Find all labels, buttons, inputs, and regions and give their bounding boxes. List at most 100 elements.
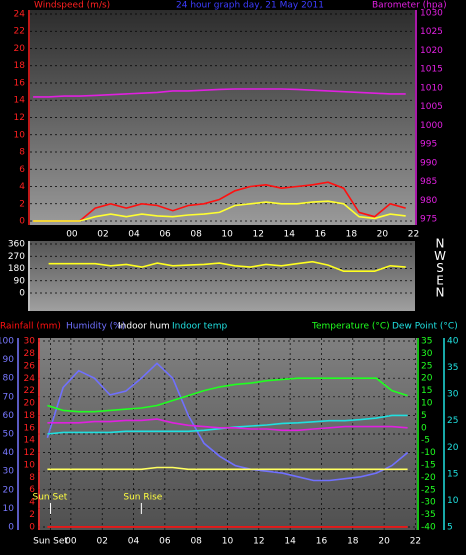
y-tick-label: N: [436, 286, 445, 300]
y-tick-label: 360: [8, 239, 25, 249]
y-tick-label: 14: [24, 436, 36, 446]
y-tick-label: 8: [19, 148, 25, 158]
y-tick-label: 35: [447, 363, 458, 373]
series-line: [46, 362, 409, 482]
y-tick-label: 1000: [420, 121, 443, 131]
series-line: [33, 88, 406, 98]
y-tick-label: 80: [3, 374, 15, 384]
y-tick-label: 26: [24, 361, 36, 371]
y-tick-label: 6: [19, 165, 25, 175]
series-line: [47, 418, 408, 432]
y-tick-label: 6: [29, 485, 35, 495]
series-line: [48, 260, 406, 272]
y-tick-label: -35: [421, 510, 436, 520]
x-tick-label: 14: [284, 230, 296, 240]
y-tick-label: 20: [24, 399, 36, 409]
y-tick-label: -5: [421, 436, 430, 446]
x-tick-label: 12: [253, 537, 264, 547]
y-tick-label: 0: [29, 522, 35, 532]
y-tick-label: 50: [3, 430, 15, 440]
x-tick-label: 18: [346, 230, 358, 240]
series-line: [33, 181, 406, 222]
y-tick-label: -15: [421, 461, 436, 471]
x-tick-label: 10: [222, 537, 234, 547]
legend-label: Indoor hum: [118, 322, 170, 332]
y-tick-label: 35: [421, 336, 432, 346]
y-tick-label: 28: [24, 349, 36, 359]
y-tick-label: 100: [0, 336, 14, 346]
y-tick-label: 12: [24, 448, 35, 458]
y-tick-label: -10: [421, 448, 436, 458]
x-tick-label: 00: [65, 537, 77, 547]
x-tick-label: 04: [128, 230, 140, 240]
y-tick-label: E: [436, 273, 444, 287]
y-tick-label: 20: [421, 374, 433, 384]
y-tick-label: 30: [24, 337, 36, 347]
x-tick-label: 20: [378, 537, 390, 547]
y-tick-label: 18: [24, 411, 36, 421]
y-tick-label: 30: [3, 467, 15, 477]
y-tick-label: 60: [3, 411, 15, 421]
x-tick-label: 18: [347, 537, 359, 547]
y-tick-label: 1025: [420, 27, 443, 37]
series-line: [47, 466, 408, 471]
y-tick-label: 30: [421, 349, 433, 359]
y-tick-label: 990: [420, 158, 437, 168]
x-tick-label: 20: [377, 230, 389, 240]
legend-label: Humidity (%): [66, 322, 125, 332]
series-line: [47, 377, 408, 413]
y-tick-label: 20: [447, 443, 459, 453]
y-tick-label: 40: [447, 336, 459, 346]
x-tick-label: 06: [159, 230, 171, 240]
plot-bg: [30, 10, 415, 225]
y-tick-label: W: [434, 249, 446, 263]
series-line: [33, 200, 406, 222]
annotation: Sun Rise: [123, 493, 162, 503]
y-tick-label: 15: [447, 469, 458, 479]
x-tick-label: 22: [410, 537, 421, 547]
y-tick-label: 1005: [420, 102, 443, 112]
y-tick-label: 0: [19, 289, 25, 299]
y-tick-label: 270: [8, 252, 25, 262]
y-tick-label: 4: [29, 498, 35, 508]
y-tick-label: -20: [421, 473, 436, 483]
y-tick-label: 5: [421, 411, 427, 421]
x-tick-label: 16: [315, 230, 327, 240]
y-tick-label: 1015: [420, 65, 443, 75]
y-tick-label: 15: [421, 386, 432, 396]
chart-title: 24 hour graph day, 21 May 2011: [176, 1, 324, 11]
y-tick-label: 975: [420, 215, 437, 225]
y-tick-label: 20: [3, 485, 15, 495]
y-tick-label: 10: [24, 460, 36, 470]
x-tick-label: Sun Set: [33, 537, 68, 547]
x-tick-label: 04: [128, 537, 140, 547]
x-tick-label: 08: [190, 537, 202, 547]
y2-axis-title: Barometer (hpa): [372, 1, 447, 11]
y-tick-label: 2: [19, 199, 25, 209]
x-tick-label: 06: [159, 537, 171, 547]
y-axis-title: Windspeed (m/s): [34, 1, 110, 11]
y-tick-label: 24: [14, 9, 26, 19]
x-tick-label: 12: [252, 230, 263, 240]
x-tick-label: 08: [190, 230, 202, 240]
y-tick-label: 70: [3, 392, 15, 402]
y-tick-label: 16: [24, 423, 36, 433]
y-tick-label: 0: [19, 217, 25, 227]
y-tick-label: 1030: [420, 8, 443, 18]
legend-label: Temperature (°C): [311, 322, 390, 332]
y-tick-label: 16: [14, 78, 26, 88]
y-tick-label: 20: [14, 44, 26, 54]
y-tick-label: N: [436, 236, 445, 250]
y-tick-label: 10: [3, 504, 15, 514]
x-tick-label: 10: [221, 230, 233, 240]
y-tick-label: 1020: [420, 46, 443, 56]
legend-label: Dew Point (°C): [392, 322, 458, 332]
y-tick-label: 4: [19, 182, 25, 192]
y-tick-label: 5: [447, 523, 453, 533]
y-tick-label: 180: [8, 264, 25, 274]
y-tick-label: -40: [421, 523, 436, 533]
legend-label: Indoor temp: [172, 322, 227, 332]
y-tick-label: 10: [14, 130, 26, 140]
